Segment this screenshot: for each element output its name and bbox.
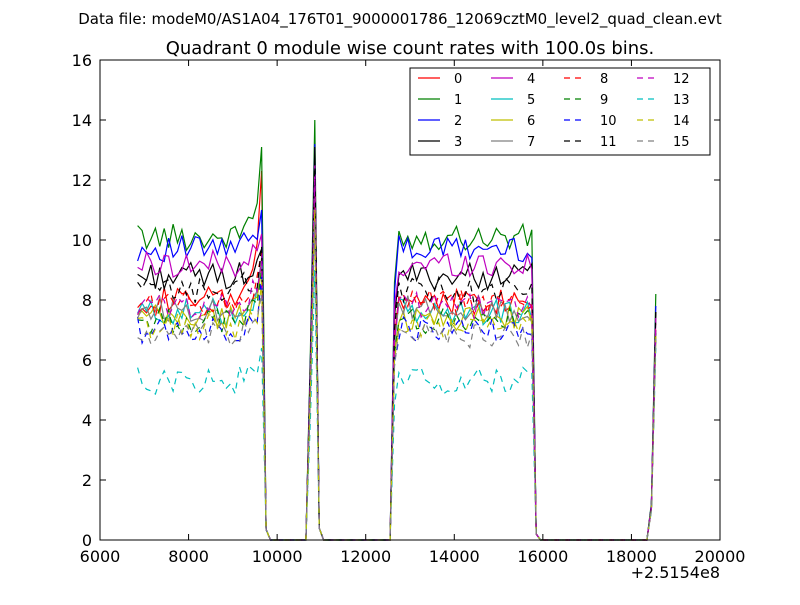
legend-label-2: 2 bbox=[454, 114, 462, 129]
legend-label-9: 9 bbox=[600, 93, 608, 108]
legend-label-12: 12 bbox=[673, 72, 690, 87]
x-tick-label: 14000 bbox=[429, 547, 480, 566]
x-tick-label: 10000 bbox=[252, 547, 303, 566]
x-tick-label: 18000 bbox=[606, 547, 657, 566]
x-tick-label: 12000 bbox=[340, 547, 391, 566]
y-tick-label: 4 bbox=[82, 411, 92, 430]
legend-label-15: 15 bbox=[673, 135, 690, 150]
x-tick-label: 8000 bbox=[168, 547, 209, 566]
legend-label-7: 7 bbox=[527, 135, 535, 150]
axis-ticks: 6000 8000 10000 12000 14000 16000 18000 20000 0 2… bbox=[72, 51, 746, 566]
series-line-1 bbox=[137, 119, 657, 541]
legend-label-13: 13 bbox=[673, 93, 690, 108]
y-tick-label: 10 bbox=[72, 231, 92, 250]
figure-supertitle: Data file: modeM0/AS1A04_176T01_90000017… bbox=[78, 10, 722, 29]
y-tick-label: 16 bbox=[72, 51, 92, 70]
series-line-10 bbox=[137, 209, 657, 541]
chart-title: Quadrant 0 module wise count rates with … bbox=[166, 38, 655, 59]
y-tick-label: 12 bbox=[72, 171, 92, 190]
legend-label-0: 0 bbox=[454, 72, 462, 87]
y-tick-label: 14 bbox=[72, 111, 92, 130]
legend-label-14: 14 bbox=[673, 114, 690, 129]
series-line-8 bbox=[137, 179, 657, 541]
x-tick-label: 16000 bbox=[517, 547, 568, 566]
legend-label-11: 11 bbox=[600, 135, 617, 150]
series-line-12 bbox=[137, 179, 657, 541]
y-tick-label: 0 bbox=[82, 531, 92, 550]
legend-label-3: 3 bbox=[454, 135, 462, 150]
legend-label-4: 4 bbox=[527, 72, 535, 87]
y-tick-label: 8 bbox=[82, 291, 92, 310]
legend-label-8: 8 bbox=[600, 72, 608, 87]
x-axis-offset-label: +2.5154e8 bbox=[631, 563, 720, 582]
x-tick-label: 6000 bbox=[80, 547, 121, 566]
legend-label-6: 6 bbox=[527, 114, 535, 129]
series-lines bbox=[137, 119, 657, 541]
series-line-0 bbox=[137, 170, 657, 541]
legend-label-5: 5 bbox=[527, 93, 535, 108]
series-line-15 bbox=[137, 221, 657, 541]
y-tick-label: 2 bbox=[82, 471, 92, 490]
legend-box bbox=[409, 67, 711, 156]
series-line-7 bbox=[137, 185, 657, 541]
legend-label-1: 1 bbox=[454, 93, 462, 108]
legend-label-10: 10 bbox=[600, 114, 617, 129]
y-tick-label: 6 bbox=[82, 351, 92, 370]
series-line-4 bbox=[137, 164, 657, 541]
series-line-14 bbox=[137, 209, 657, 541]
x-tick-label: 20000 bbox=[695, 547, 746, 566]
